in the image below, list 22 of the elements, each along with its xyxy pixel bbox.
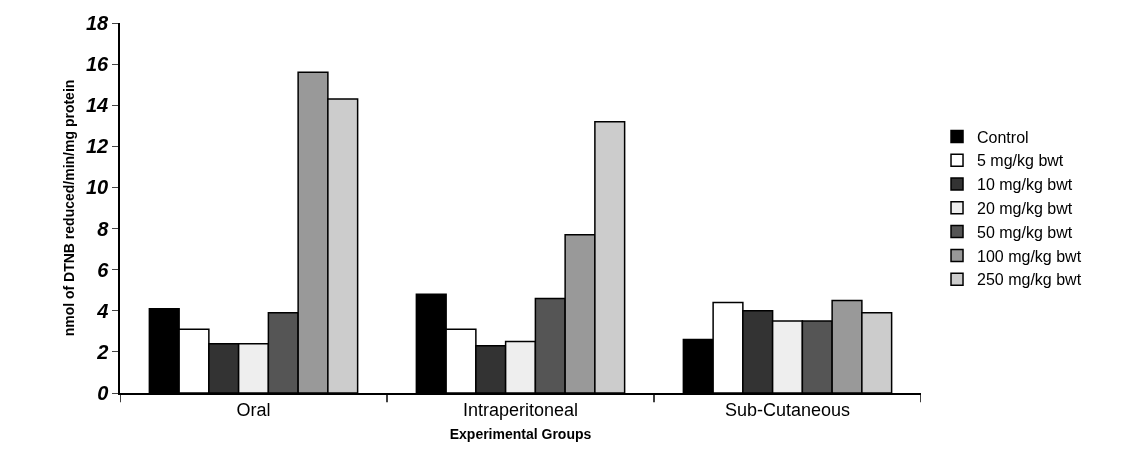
x-tick-label: Intraperitoneal	[462, 400, 579, 421]
legend-label: 250 mg/kg bwt	[977, 271, 1082, 289]
y-tick-label: 8	[97, 217, 110, 240]
y-tick-label: 2	[96, 340, 109, 363]
y-tick-label: 0	[97, 382, 109, 404]
y-tick-label: 18	[86, 12, 110, 34]
legend-label: 10 mg/kg bwt	[977, 176, 1073, 194]
y-tick-label: 4	[96, 299, 109, 322]
legend-label: 50 mg/kg bwt	[977, 223, 1073, 241]
y-axis-title: nmol of DTNB reduced/min/mg protein	[61, 79, 78, 337]
legend-label: 20 mg/kg bwt	[977, 200, 1073, 218]
x-tick-label: Oral	[236, 400, 271, 421]
legend-label: Control	[977, 128, 1029, 146]
y-tick-label: 14	[86, 94, 109, 117]
y-tick-label: 16	[86, 53, 110, 76]
legend-label: 100 mg/kg bwt	[977, 247, 1082, 265]
y-tick-label: 10	[86, 176, 109, 199]
y-tick-label: 6	[97, 258, 110, 281]
x-axis-title: Experimental Groups	[449, 426, 592, 443]
legend-label: 5 mg/kg bwt	[977, 152, 1064, 170]
y-tick-label: 12	[86, 135, 109, 158]
x-tick-label: Sub-Cutaneous	[724, 400, 851, 421]
